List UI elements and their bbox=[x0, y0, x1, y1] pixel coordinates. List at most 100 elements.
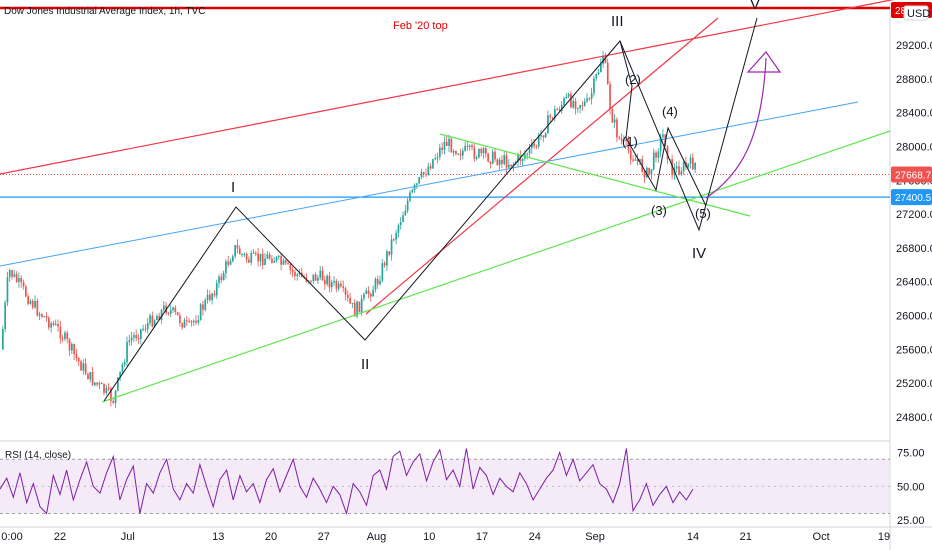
candle-body bbox=[542, 135, 545, 138]
candle-body bbox=[215, 283, 218, 296]
candle-body bbox=[521, 158, 524, 161]
candle-body bbox=[2, 329, 4, 350]
candle-body bbox=[314, 274, 317, 281]
time-axis[interactable]: 0:00 22 Jul 13 20 27 Aug 10 17 24 Sep 14 21 Oct 19 bbox=[1, 531, 890, 543]
candle-body bbox=[579, 105, 581, 109]
price-axis[interactable]: 29200.028800.028400.028000.027600.027200… bbox=[896, 40, 932, 424]
wave-label-iv: IV bbox=[692, 245, 706, 262]
price-tick-label: 25600.0 bbox=[896, 344, 932, 356]
candle-body bbox=[236, 245, 239, 249]
candle-body bbox=[457, 153, 460, 155]
currency-box[interactable] bbox=[903, 5, 929, 21]
candle-body bbox=[544, 133, 547, 138]
candle-body bbox=[36, 300, 39, 316]
candle-body bbox=[153, 320, 156, 327]
candle-body bbox=[439, 147, 441, 157]
currency-label[interactable]: USD bbox=[907, 8, 930, 20]
candle-body bbox=[218, 276, 220, 284]
candle-body bbox=[117, 377, 119, 391]
candle-body bbox=[650, 169, 653, 175]
subwave-label-3: (3) bbox=[651, 203, 667, 218]
wave-label-ii: II bbox=[361, 356, 369, 373]
candle-body bbox=[659, 137, 662, 152]
candle-body bbox=[402, 215, 404, 222]
candle-body bbox=[160, 309, 163, 320]
time-tick-label: 22 bbox=[54, 531, 66, 543]
candle-body bbox=[554, 109, 556, 119]
candle-body bbox=[537, 135, 540, 147]
candle-body bbox=[250, 253, 253, 263]
candle-body bbox=[604, 56, 607, 63]
candle-body bbox=[268, 254, 271, 259]
price-tick-label: 28800.0 bbox=[896, 74, 932, 86]
candle-body bbox=[220, 276, 223, 281]
candle-body bbox=[287, 263, 289, 265]
red-channel-upper bbox=[0, 0, 895, 175]
candle-body bbox=[229, 261, 232, 265]
candle-body bbox=[149, 315, 151, 324]
projection-arrow bbox=[705, 57, 767, 199]
candle-body bbox=[176, 312, 179, 316]
candle-body bbox=[510, 164, 512, 167]
projection-arrow-head bbox=[746, 51, 782, 73]
candle-body bbox=[551, 117, 554, 119]
candle-body bbox=[52, 323, 55, 325]
candle-body bbox=[126, 341, 128, 362]
candle-body bbox=[18, 277, 20, 282]
candle-body bbox=[275, 256, 278, 261]
candle-body bbox=[600, 64, 602, 73]
rsi-line bbox=[0, 448, 694, 516]
wave-label-v: V bbox=[750, 0, 760, 13]
candle-body bbox=[195, 320, 197, 323]
candle-body bbox=[324, 280, 326, 285]
candle-body bbox=[110, 388, 112, 401]
candle-body bbox=[687, 163, 690, 167]
candle-body bbox=[494, 151, 496, 160]
candle-body bbox=[671, 159, 673, 176]
candle-body bbox=[503, 155, 506, 164]
candle-body bbox=[183, 320, 186, 328]
candle-body bbox=[556, 109, 558, 111]
candle-body bbox=[312, 274, 315, 282]
candle-body bbox=[648, 167, 650, 175]
candle-body bbox=[657, 151, 660, 158]
candle-body bbox=[443, 141, 446, 150]
candle-body bbox=[105, 387, 108, 393]
candle-body bbox=[91, 372, 94, 386]
candle-body bbox=[38, 314, 41, 316]
last-price-badge bbox=[891, 166, 932, 183]
subwave-label-2: (2) bbox=[625, 72, 641, 87]
wave-label-iii: III bbox=[611, 13, 624, 30]
candle-body bbox=[416, 183, 418, 185]
price-tick-label: 26000.0 bbox=[896, 311, 932, 323]
candle-body bbox=[307, 280, 310, 282]
candle-body bbox=[298, 272, 301, 275]
candle-body bbox=[255, 252, 257, 254]
time-tick-label: 27 bbox=[318, 531, 330, 543]
candle-body bbox=[241, 254, 243, 256]
candle-body bbox=[172, 307, 174, 311]
time-tick-label: Sep bbox=[585, 531, 605, 543]
candle-body bbox=[34, 300, 36, 308]
candle-body bbox=[144, 328, 147, 330]
candle-body bbox=[485, 148, 487, 154]
candle-body bbox=[96, 382, 98, 385]
candle-body bbox=[206, 294, 209, 300]
candle-body bbox=[273, 260, 276, 263]
candle-body bbox=[606, 62, 609, 85]
candle-body bbox=[379, 280, 381, 285]
candle-body bbox=[586, 98, 588, 102]
candle-body bbox=[199, 304, 202, 320]
support-price-badge bbox=[891, 189, 932, 206]
candle-body bbox=[107, 387, 110, 389]
candle-body bbox=[434, 158, 437, 160]
candle-body bbox=[15, 274, 18, 282]
candle-body bbox=[574, 101, 577, 109]
subwave-path bbox=[619, 40, 707, 207]
candle-body bbox=[535, 146, 538, 148]
candle-body bbox=[565, 96, 568, 99]
candle-body bbox=[257, 253, 259, 262]
candlestick-series bbox=[2, 51, 696, 409]
candle-body bbox=[27, 296, 29, 304]
